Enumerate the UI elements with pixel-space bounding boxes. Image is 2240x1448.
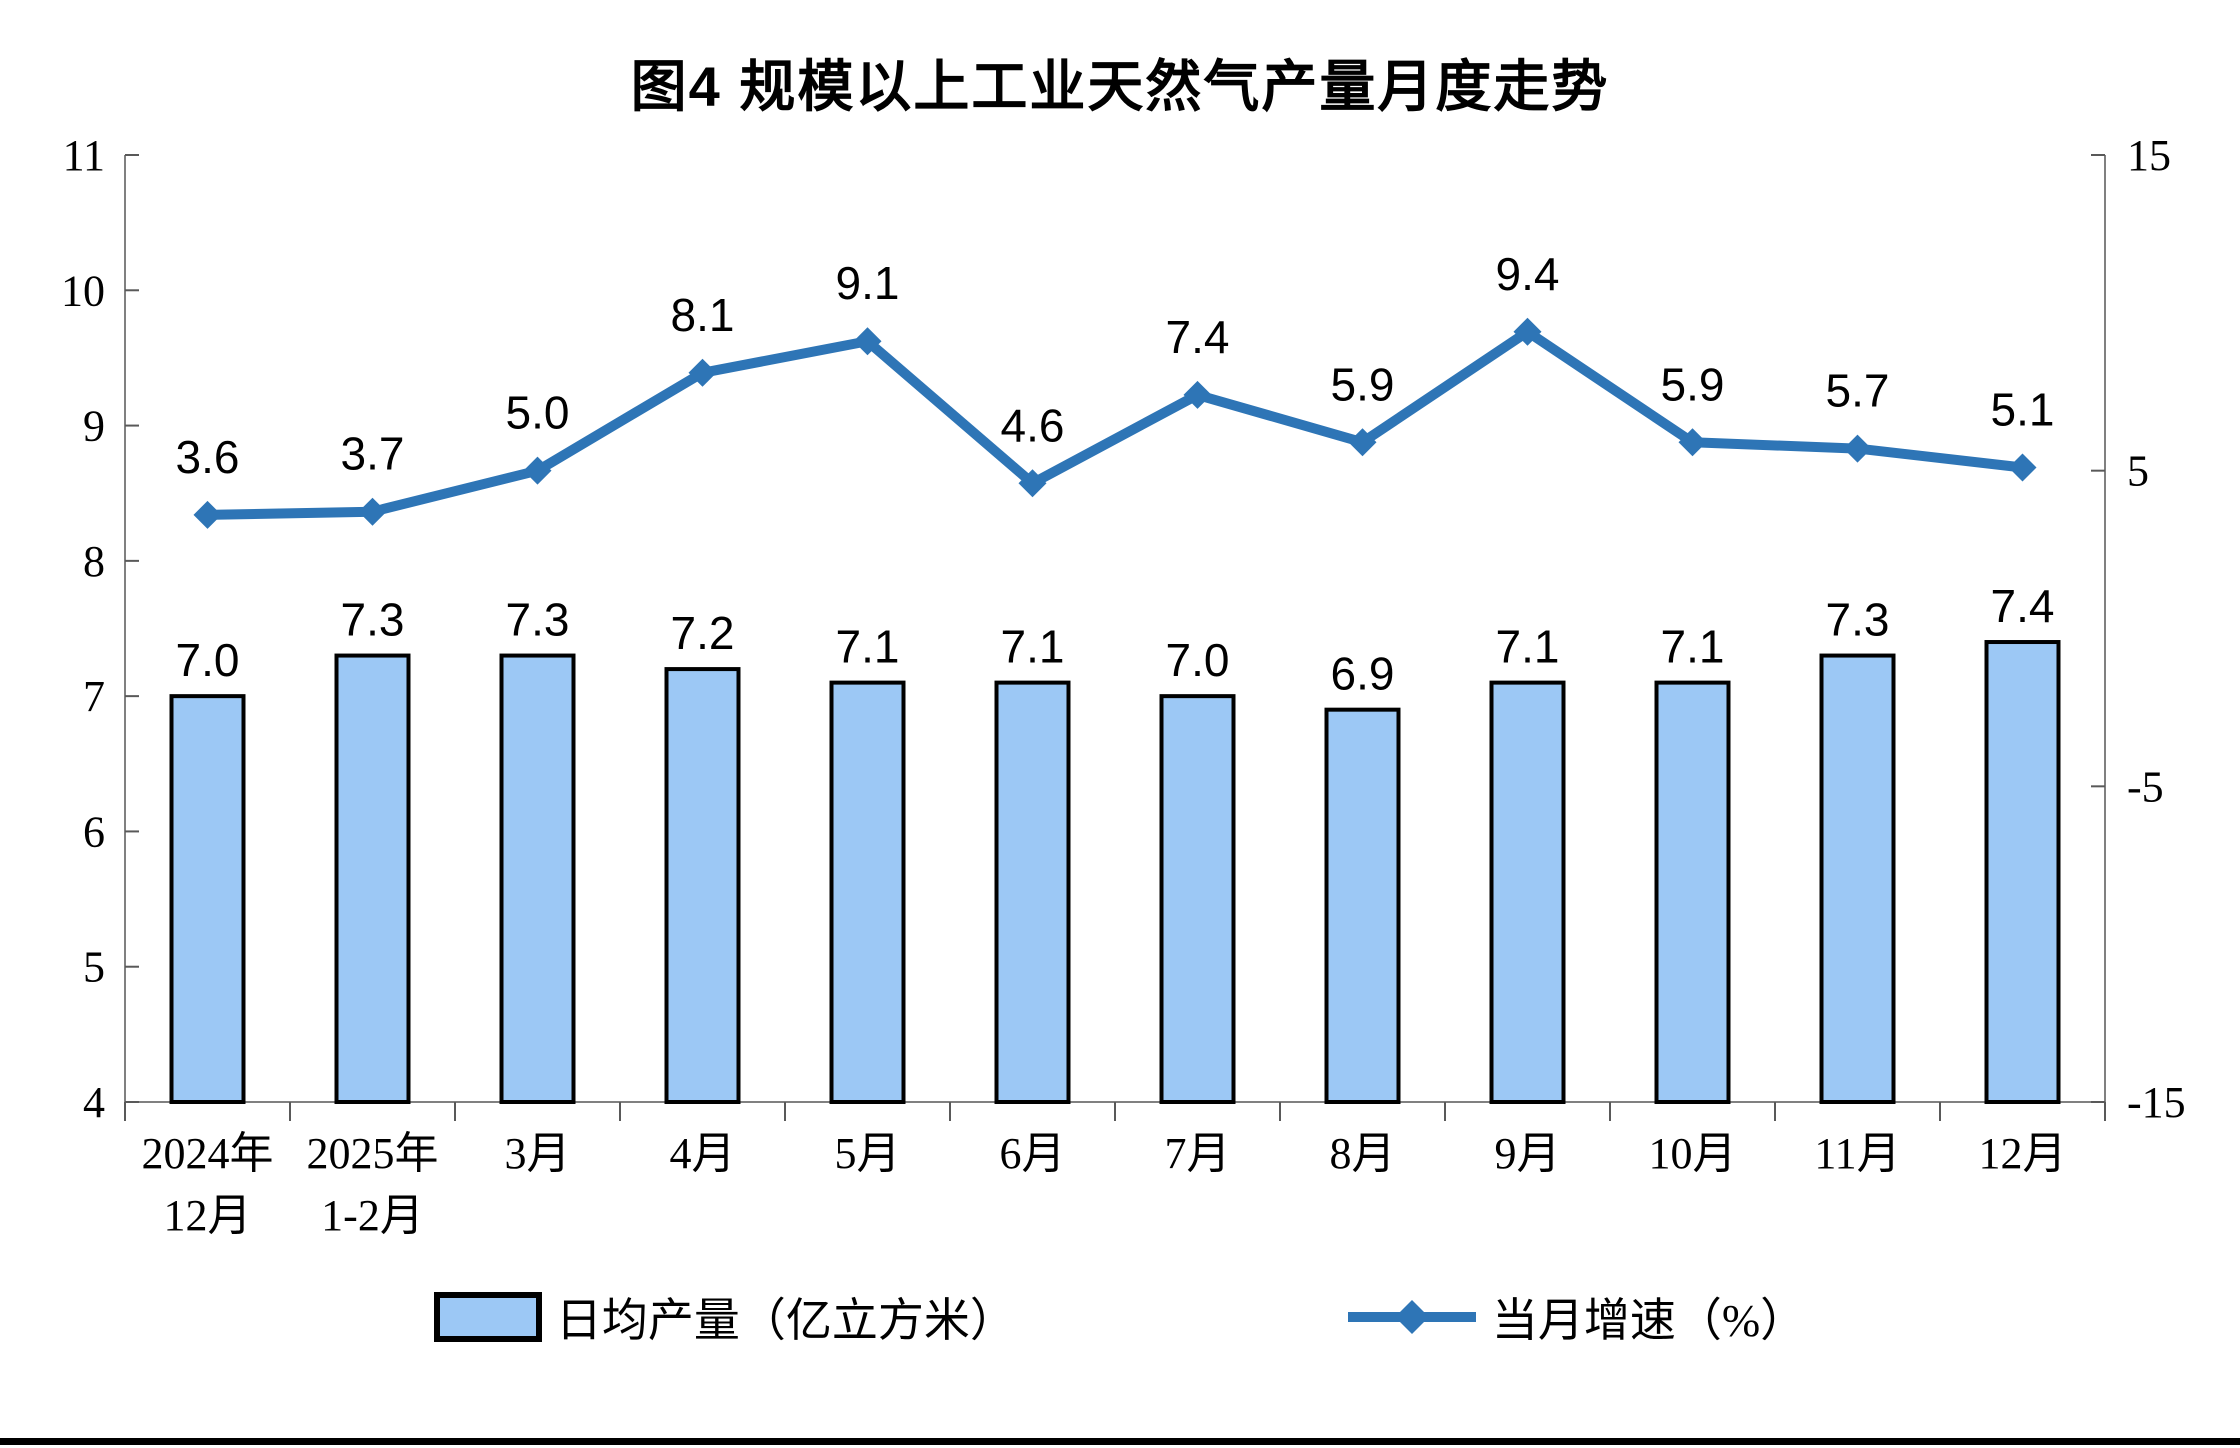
left-axis-tick-label: 7 [83, 672, 105, 721]
line-marker-diamond-icon [688, 358, 717, 387]
bar-value-label: 6.9 [1331, 648, 1395, 700]
x-category-label-line: 10月 [1649, 1129, 1737, 1178]
line-value-label: 5.1 [1991, 384, 2055, 436]
bar [334, 653, 411, 1104]
bar-value-label: 7.1 [1496, 621, 1560, 673]
bar [169, 694, 246, 1105]
x-category-label: 11月 [1814, 1129, 1900, 1178]
legend: 日均产量（亿立方米） 当月增速（%） [0, 1284, 2240, 1350]
x-category-label-line: 5月 [835, 1129, 901, 1178]
bar-legend-swatch [433, 1292, 542, 1342]
x-category-label: 10月 [1649, 1129, 1737, 1178]
bar [1324, 707, 1401, 1105]
bar [829, 680, 906, 1104]
left-axis-tick-label: 11 [63, 131, 105, 180]
x-category-label: 2024年 12月 [142, 1129, 274, 1240]
bar [1489, 680, 1566, 1104]
left-axis-tick-label: 5 [83, 943, 105, 992]
x-category-label-line: 12月 [1979, 1129, 2067, 1178]
line-marker-diamond-icon [1348, 428, 1377, 457]
x-category-label: 4月 [670, 1129, 736, 1178]
x-category-label-line: 7月 [1165, 1129, 1231, 1178]
x-category-label-line: 12月 [164, 1191, 252, 1240]
bar-value-label: 7.1 [836, 621, 900, 673]
x-category-label-line: 6月 [1000, 1129, 1066, 1178]
left-axis-tick-label: 10 [61, 266, 105, 315]
x-category-label-line: 11月 [1814, 1129, 1900, 1178]
line-value-label: 4.6 [1001, 399, 1065, 451]
x-category-label: 5月 [835, 1129, 901, 1178]
growth-line [207, 326, 2024, 520]
line-marker-diamond-icon [2008, 453, 2037, 482]
chart-title: 图4 规模以上工业天然气产量月度走势 [630, 55, 1610, 118]
x-category-label: 3月 [505, 1129, 571, 1178]
line-value-label: 9.1 [836, 257, 900, 309]
x-category-label-line: 4月 [670, 1129, 736, 1178]
bar-value-label: 7.0 [1166, 634, 1230, 686]
bar [994, 680, 1071, 1104]
bar-value-label: 7.0 [176, 634, 240, 686]
line-legend-label: 当月增速（%） [1491, 1295, 1807, 1346]
line-marker-diamond-icon [853, 327, 882, 356]
bottom-border-rule [0, 1438, 2240, 1445]
right-axis-tick-label: 15 [2127, 131, 2171, 180]
x-category-label-line: 1-2月 [321, 1191, 424, 1240]
x-category-label: 9月 [1495, 1129, 1561, 1178]
x-category-label: 12月 [1979, 1129, 2067, 1178]
left-axis-tick-label: 6 [83, 807, 105, 856]
line-marker-diamond-icon [1678, 428, 1707, 457]
bar-legend-label: 日均产量（亿立方米） [555, 1295, 1016, 1346]
legend-item-line-series: 当月增速（%） [1346, 1284, 1806, 1350]
right-axis-tick-label: 5 [2127, 447, 2149, 496]
x-category-label-line: 2025年 [307, 1129, 439, 1178]
bar [499, 653, 576, 1104]
right-axis-tick-label: -15 [2127, 1078, 2186, 1127]
x-category-label-line: 2024年 [142, 1129, 274, 1178]
x-category-label: 6月 [1000, 1129, 1066, 1178]
bar-value-label: 7.3 [341, 594, 405, 646]
line-value-label: 5.9 [1331, 358, 1395, 410]
line-marker-diamond-icon [193, 500, 222, 529]
bar-value-label: 7.1 [1661, 621, 1725, 673]
bar-value-label: 7.3 [1826, 594, 1890, 646]
bar [1984, 640, 2061, 1104]
left-axis-tick-label: 9 [83, 402, 105, 451]
line-value-label: 3.7 [341, 428, 405, 480]
x-category-label: 2025年 1-2月 [307, 1129, 439, 1240]
line-legend-marker-icon [1347, 1300, 1476, 1334]
x-category-label: 7月 [1165, 1129, 1231, 1178]
bar-value-label: 7.2 [671, 607, 735, 659]
left-axis-tick-label: 8 [83, 537, 105, 586]
right-axis-tick-label: -5 [2127, 762, 2164, 811]
line-value-label: 5.0 [506, 387, 570, 439]
line-marker-diamond-icon [1843, 434, 1872, 463]
line-marker-diamond-icon [1018, 469, 1047, 498]
bar-value-label: 7.4 [1991, 580, 2055, 632]
bar [1819, 653, 1896, 1104]
line-value-label: 5.9 [1661, 358, 1725, 410]
line-marker-diamond-icon [523, 456, 552, 485]
line-marker-diamond-icon [1513, 317, 1542, 346]
line-value-label: 3.6 [176, 431, 240, 483]
line-value-label: 7.4 [1166, 311, 1230, 363]
line-value-label: 5.7 [1826, 365, 1890, 417]
bar [1159, 694, 1236, 1105]
line-value-label: 8.1 [671, 289, 735, 341]
line-marker-diamond-icon [1183, 380, 1212, 409]
legend-item-bar-series: 日均产量（亿立方米） [433, 1284, 1016, 1350]
x-category-label-line: 3月 [505, 1129, 571, 1178]
line-marker-diamond-icon [358, 497, 387, 526]
x-category-label: 8月 [1330, 1129, 1396, 1178]
bar-value-label: 7.1 [1001, 621, 1065, 673]
bar [1654, 680, 1731, 1104]
x-category-label-line: 8月 [1330, 1129, 1396, 1178]
bar [664, 667, 741, 1104]
line-value-label: 9.4 [1496, 248, 1560, 300]
left-axis-tick-label: 4 [83, 1078, 105, 1127]
bar-value-label: 7.3 [506, 594, 570, 646]
x-category-label-line: 9月 [1495, 1129, 1561, 1178]
